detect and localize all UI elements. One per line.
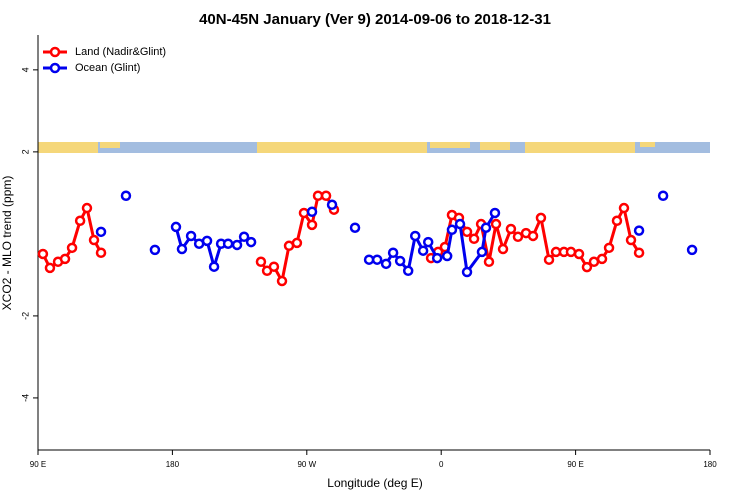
y-tick-label: -4 (20, 394, 30, 402)
data-point (633, 225, 645, 236)
data-point (483, 256, 495, 268)
data-point (596, 253, 608, 265)
data-point (618, 202, 630, 214)
data-point (394, 255, 406, 267)
data-point (185, 230, 197, 242)
data-point (238, 231, 250, 243)
x-tick-label: 90 E (567, 460, 583, 469)
data-point (581, 261, 593, 273)
data-point (245, 236, 257, 248)
data-point (505, 223, 517, 235)
data-point (363, 254, 375, 265)
data-point (686, 244, 698, 256)
y-axis-label: XCO2 - MLO trend (ppm) (0, 176, 14, 311)
data-point (422, 236, 434, 248)
legend-label: Land (Nadir&Glint) (75, 46, 166, 58)
x-tick-label: 90 E (30, 460, 46, 469)
data-point (306, 206, 318, 217)
legend-marker (49, 46, 61, 58)
data-point (37, 248, 49, 260)
data-point (535, 212, 547, 224)
data-point (527, 230, 539, 242)
data-point (371, 254, 383, 265)
legend-marker (49, 62, 61, 74)
data-point (489, 207, 501, 219)
data-point (476, 246, 488, 258)
data-point (66, 242, 78, 254)
data-point (95, 226, 107, 238)
data-point (461, 226, 473, 238)
data-point (149, 244, 161, 256)
data-point (512, 231, 524, 243)
data-point (573, 248, 585, 260)
data-point (633, 247, 645, 259)
data-point (468, 233, 480, 245)
data-point (222, 238, 234, 249)
data-point (291, 237, 303, 249)
data-point (170, 221, 182, 233)
data-point (454, 218, 466, 230)
y-tick-label: 2 (20, 149, 30, 154)
data-point (176, 243, 188, 255)
y-tick-label: -2 (20, 312, 30, 320)
data-point (497, 243, 509, 255)
map-band (38, 142, 710, 153)
data-point (255, 256, 267, 268)
x-tick-label: 0 (439, 460, 444, 469)
x-axis-label: Longitude (deg E) (327, 476, 422, 490)
data-point (44, 262, 56, 274)
x-tick-label: 90 W (297, 460, 316, 469)
data-point (59, 253, 71, 265)
data-point (380, 258, 392, 270)
data-point (306, 219, 318, 231)
data-point (268, 261, 280, 272)
data-point (276, 275, 288, 287)
data-point (81, 202, 93, 214)
data-point (446, 224, 458, 236)
data-point (417, 245, 429, 256)
data-point (120, 190, 132, 202)
data-point (611, 215, 623, 227)
data-point (74, 215, 86, 227)
x-tick-label: 180 (166, 460, 180, 469)
data-point (480, 222, 492, 233)
data-point (88, 234, 100, 246)
data-point (625, 234, 637, 246)
data-point (326, 199, 338, 211)
data-point (490, 218, 502, 230)
data-point (201, 235, 213, 247)
data-point (657, 190, 669, 202)
data-point (208, 261, 220, 272)
legend-label: Ocean (Glint) (75, 62, 140, 74)
data-point (565, 246, 577, 258)
data-point (431, 252, 443, 264)
data-point (298, 207, 310, 219)
data-point (95, 247, 107, 259)
data-point (312, 190, 324, 202)
data-point (349, 222, 361, 233)
data-point (387, 247, 399, 259)
data-point (461, 266, 473, 278)
data-point (231, 239, 243, 251)
y-tick-label: 4 (20, 67, 30, 72)
data-point (320, 190, 332, 202)
data-point (441, 250, 453, 262)
chart-title: 40N-45N January (Ver 9) 2014-09-06 to 20… (199, 11, 551, 28)
data-point (402, 265, 414, 277)
data-point (409, 230, 421, 242)
data-point (543, 254, 555, 265)
data-point (588, 256, 600, 268)
x-tick-label: 180 (703, 460, 717, 469)
data-point (603, 242, 615, 254)
